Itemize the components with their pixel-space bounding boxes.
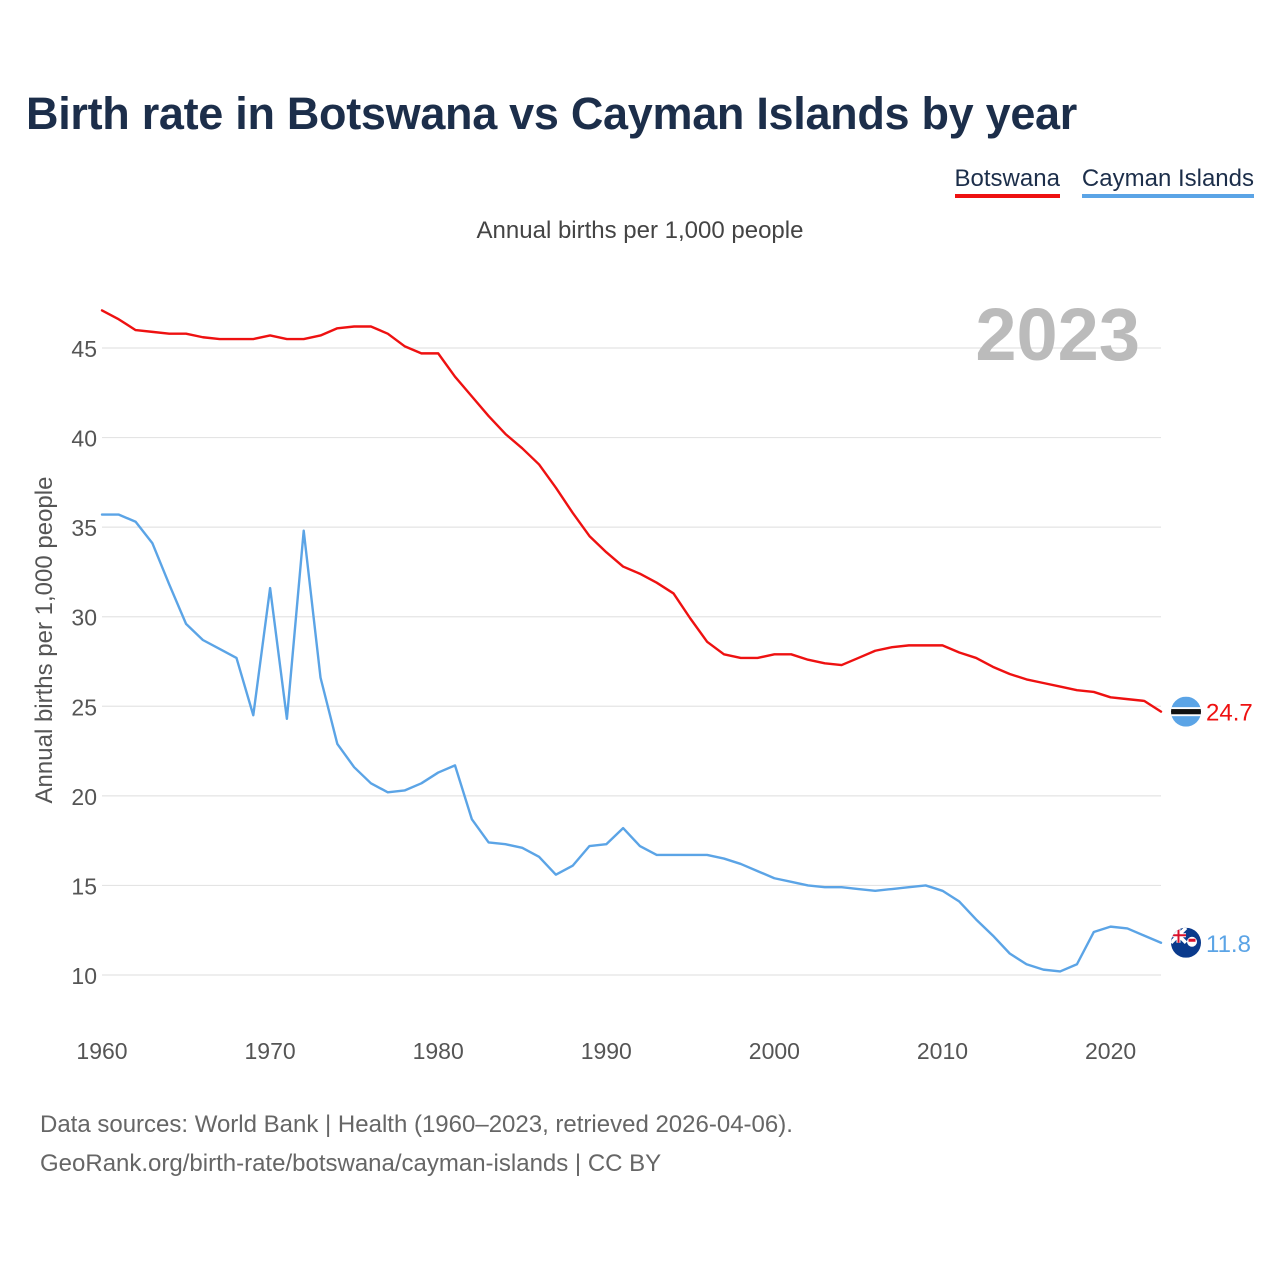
- footer-sources: Data sources: World Bank | Health (1960–…: [40, 1111, 793, 1138]
- botswana-flag-icon: [1171, 696, 1201, 727]
- end-value-label: 24.7: [1206, 700, 1253, 727]
- y-tick-label: 45: [71, 336, 97, 362]
- y-axis-label: Annual births per 1,000 people: [31, 477, 58, 804]
- x-tick-label: 1980: [413, 1038, 464, 1064]
- legend: Botswana Cayman Islands: [954, 165, 1254, 198]
- chart-title: Birth rate in Botswana vs Cayman Islands…: [26, 88, 1077, 139]
- x-tick-label: 2010: [917, 1038, 968, 1064]
- x-tick-label: 1970: [245, 1038, 296, 1064]
- series-line-cayman-islands: [100, 513, 1163, 973]
- chart-subtitle: Annual births per 1,000 people: [476, 217, 804, 244]
- series-line-botswana: [100, 309, 1163, 713]
- y-tick-label: 35: [71, 515, 97, 541]
- end-value-label: 11.8: [1206, 931, 1251, 958]
- y-tick-label: 20: [71, 784, 97, 810]
- x-tick-label: 2000: [749, 1038, 800, 1064]
- y-tick-label: 30: [71, 605, 97, 631]
- x-tick-label: 2020: [1085, 1038, 1136, 1064]
- legend-item-cayman-islands[interactable]: Cayman Islands: [1081, 165, 1254, 198]
- y-tick-label: 40: [71, 426, 97, 452]
- x-tick-label: 1990: [581, 1038, 632, 1064]
- legend-item-botswana[interactable]: Botswana: [954, 165, 1060, 198]
- cayman-islands-flag-icon: [1171, 927, 1201, 958]
- x-tick-label: 1960: [76, 1038, 127, 1064]
- y-tick-label: 15: [71, 873, 97, 899]
- y-tick-label: 10: [71, 963, 97, 989]
- year-label: 2023: [975, 293, 1140, 376]
- footer-credit: GeoRank.org/birth-rate/botswana/cayman-i…: [40, 1150, 662, 1177]
- y-tick-label: 25: [71, 694, 97, 720]
- footer: Data sources: World Bank | Health (1960–…: [40, 1105, 793, 1183]
